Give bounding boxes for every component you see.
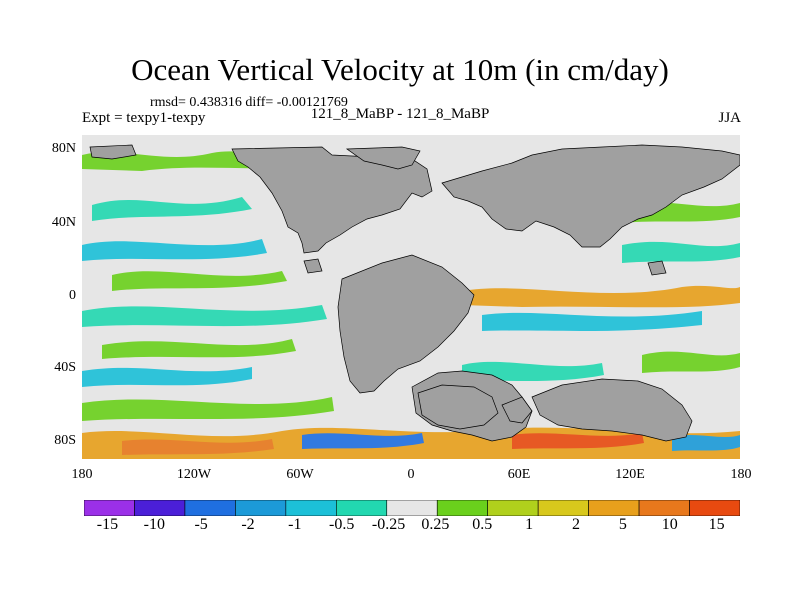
island-3 [647,260,667,276]
lat-label-80s: 80S [54,433,76,448]
colorbar-label: 2 [572,516,580,533]
colorbar-label: -0.25 [371,516,406,533]
stats-label: rmsd= 0.438316 diff= -0.00121769 [150,95,348,110]
colorbar-label: -10 [143,516,165,533]
map-panel [82,135,740,459]
colorbar-swatch [84,500,135,516]
colorbar-swatch [184,500,236,516]
colorbar-swatch [386,500,438,516]
colorbar-label: 5 [618,516,627,533]
land-masses [89,144,740,442]
lat-label-80n: 80N [51,141,76,156]
lat-label-40s: 40S [54,360,76,375]
colorbar-swatch [588,500,640,516]
colorbar-label: -15 [96,516,119,533]
lon-label-180-left: 180 [71,467,93,482]
australia [501,396,533,424]
colorbar-swatch [487,500,539,516]
island-2 [303,258,323,274]
antarctica-peninsula [531,378,693,442]
colorbar-label: -0.5 [329,516,355,533]
colorbar-label: 0.25 [421,516,450,533]
island-1 [89,144,137,160]
colorbar-swatch [537,500,589,516]
colorbar-label: 15 [708,516,725,533]
lat-label-40n: 40N [51,215,76,230]
center-label: 121_8_MaBP - 121_8_MaBP [310,106,490,122]
south-america [337,254,475,394]
eurasia [441,144,740,248]
north-america [231,146,433,254]
lon-label-120e: 120E [615,467,645,482]
colorbar-swatch [285,500,337,516]
colorbar-label: -1 [288,516,302,533]
colorbar [84,500,740,516]
colorbar-swatch [638,500,690,516]
colorbar-label: 10 [661,516,678,533]
season-label: JJA [718,110,741,126]
lat-label-0: 0 [69,288,76,303]
lon-label-180-right: 180 [730,467,752,482]
colorbar-swatch [134,500,186,516]
lon-label-60e: 60E [507,467,531,482]
chart-title: Ocean Vertical Velocity at 10m (in cm/da… [131,52,669,87]
lon-label-60w: 60W [286,467,314,482]
colorbar-swatch [436,500,488,516]
colorbar-label: 0.5 [472,516,493,533]
lon-label-0: 0 [407,467,415,482]
lon-label-120w: 120W [176,467,212,482]
velocity-field [82,151,740,459]
colorbar-label: -5 [194,516,208,533]
colorbar-swatch [336,500,388,516]
colorbar-label: -2 [241,516,255,533]
colorbar-swatch [235,500,287,516]
southern-continent [417,384,499,430]
greenland [345,146,421,170]
colorbar-swatch [689,500,740,516]
colorbar-label: 1 [525,516,534,533]
experiment-label: Expt = texpy1-texpy [82,110,206,126]
